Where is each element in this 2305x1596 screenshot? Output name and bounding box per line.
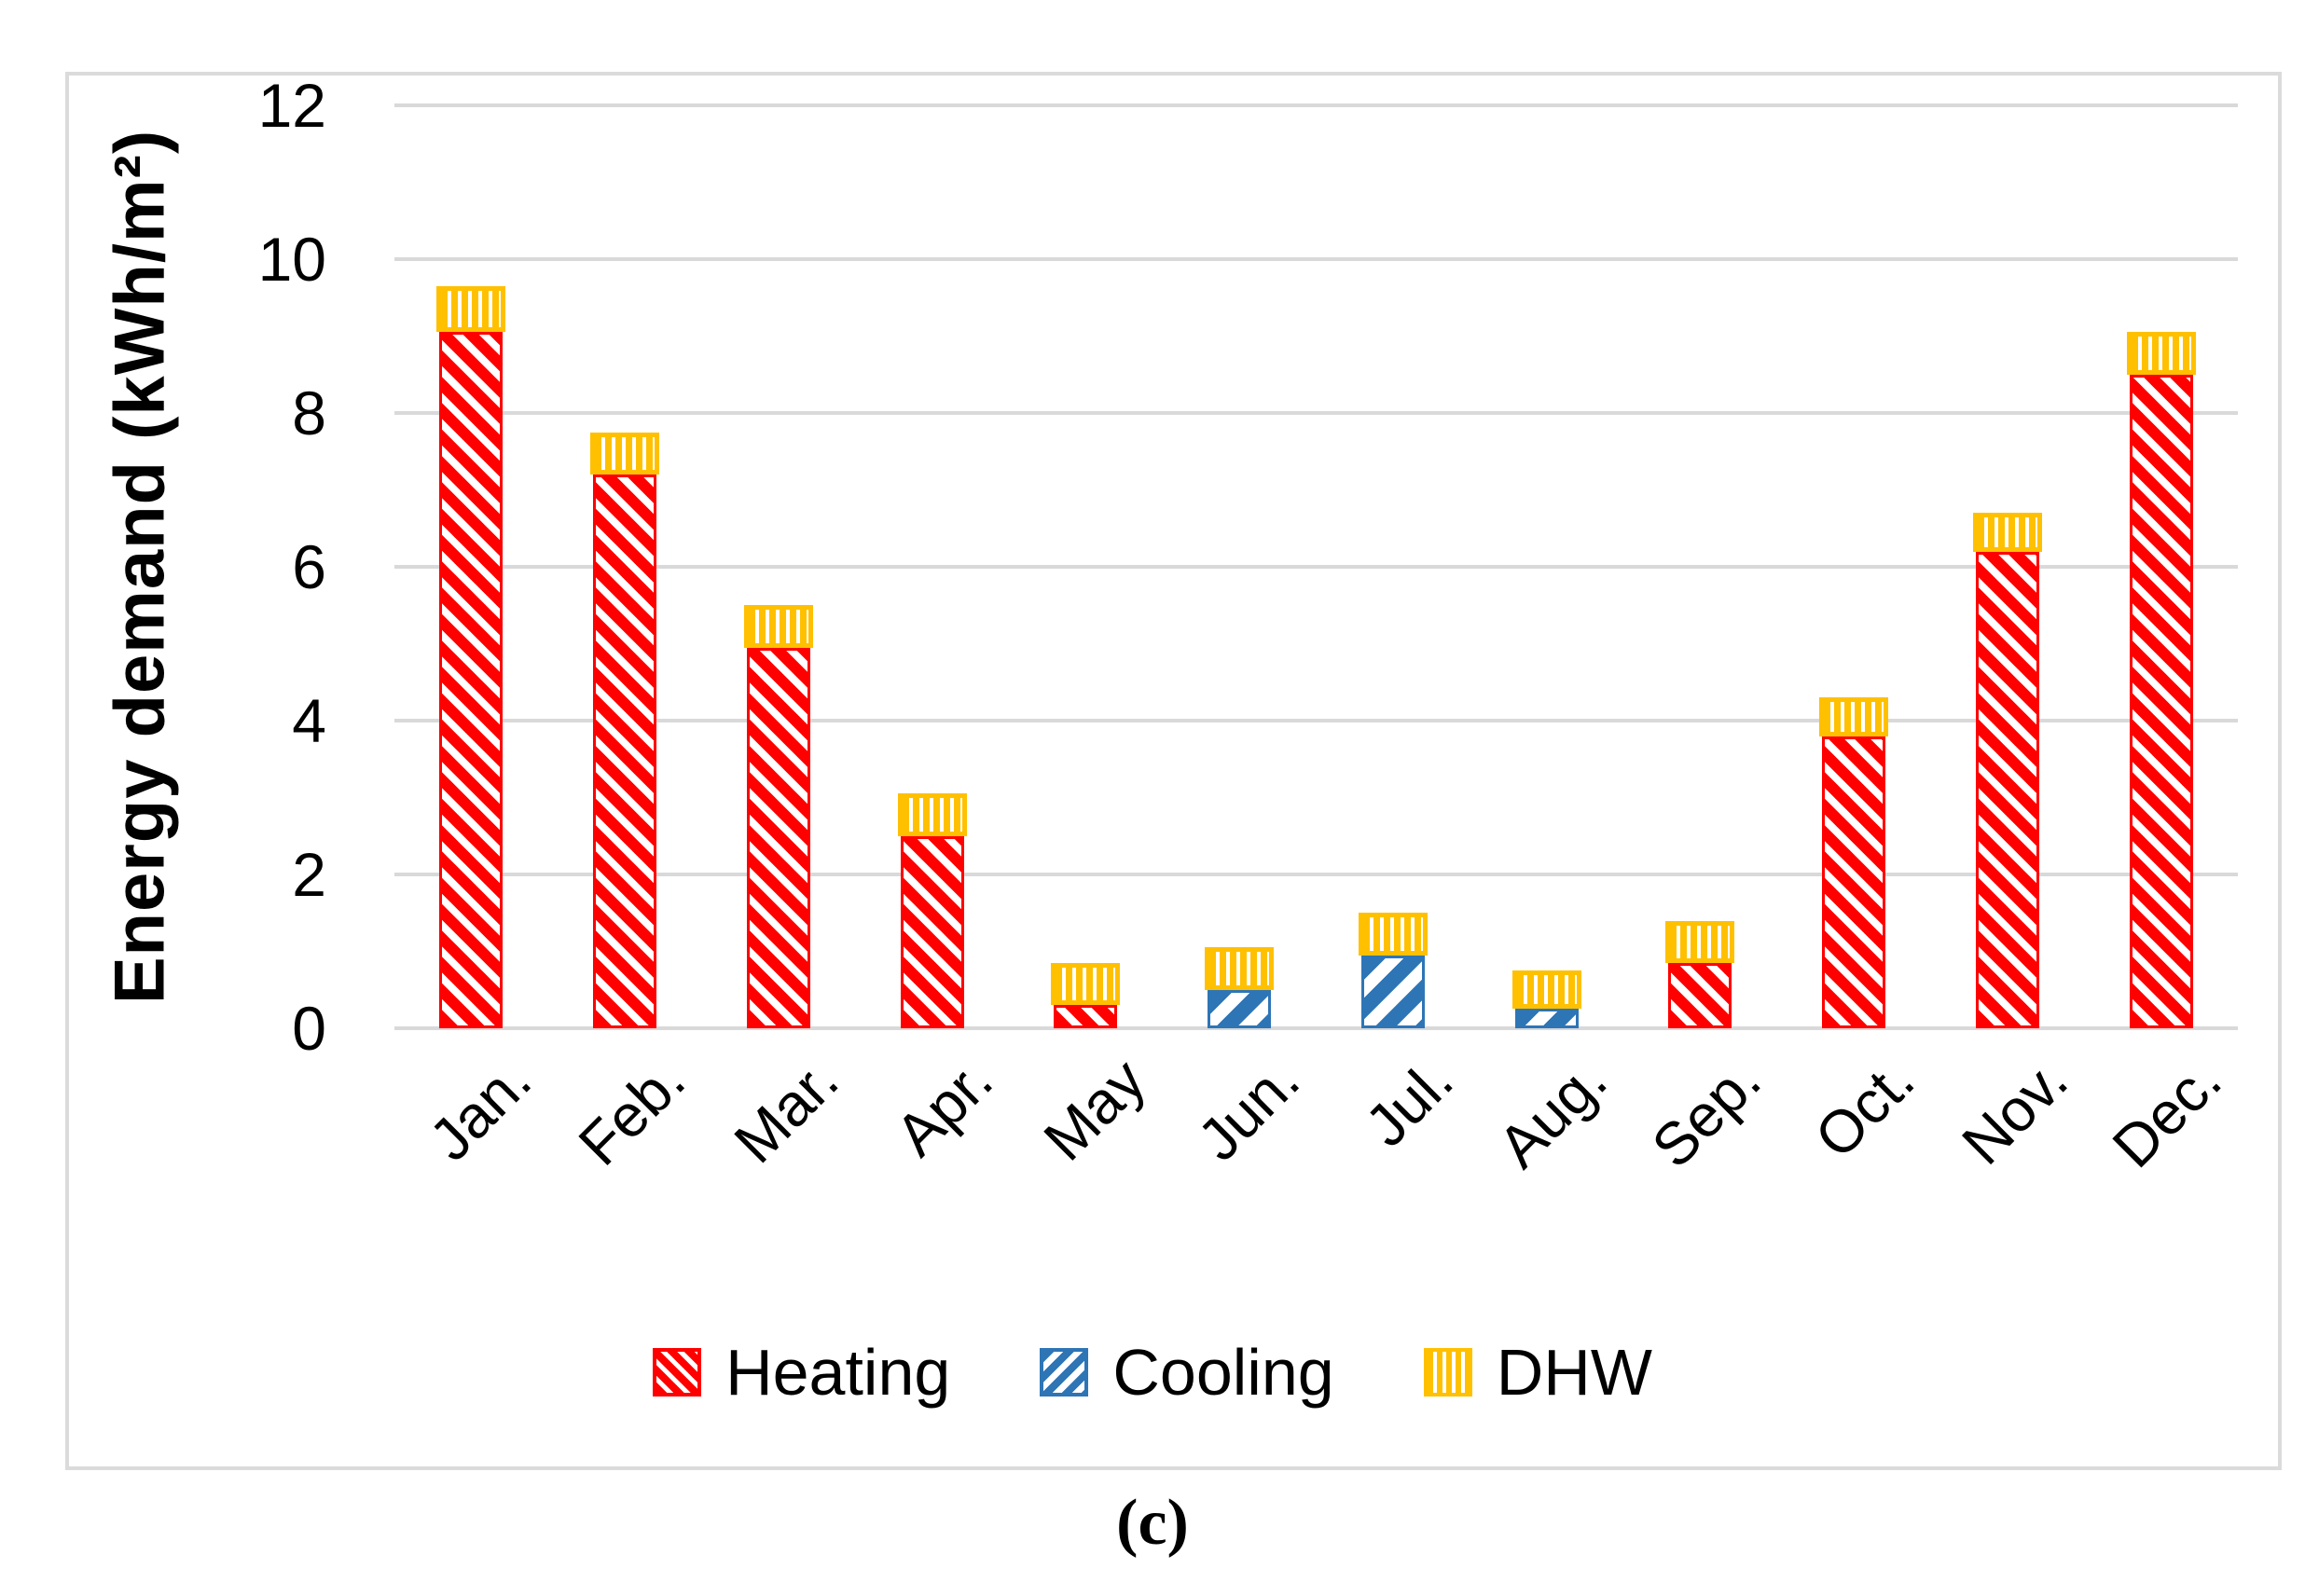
bar-column-Dec [2084,105,2238,1028]
bar-segment-cooling-Aug [1514,1009,1579,1028]
bar-stack-Jan [436,285,506,1028]
bar-column-Oct [1777,105,1931,1028]
dhw-swatch-icon [1423,1348,1472,1396]
bar-segment-dhw-Nov [1972,513,2042,552]
legend-item-cooling: Cooling [1040,1335,1334,1410]
bar-column-May [1009,105,1163,1028]
bar-segment-cooling-Jun [1208,989,1272,1028]
bar-segment-dhw-Dec [2126,332,2196,375]
gridline-y8 [394,411,2238,415]
bar-segment-dhw-Sep [1665,920,1735,963]
bar-stack-Dec [2126,332,2196,1028]
y-tick-label-4: 4 [292,686,326,755]
y-tick-label-10: 10 [257,225,326,294]
bar-segment-dhw-Aug [1511,970,1581,1010]
bar-segment-dhw-Jun [1205,947,1275,990]
gridline-y6 [394,565,2238,569]
bar-segment-dhw-Mar [743,605,813,648]
bar-segment-dhw-May [1051,962,1121,1006]
bar-column-Mar [702,105,856,1028]
y-tick-label-0: 0 [292,994,326,1063]
bar-column-Aug [1470,105,1623,1028]
legend-label-cooling: Cooling [1112,1336,1334,1409]
bar-column-Sep [1623,105,1777,1028]
bar-segment-dhw-Jul [1358,913,1428,956]
cooling-swatch-icon [1040,1348,1089,1396]
bar-column-Feb [548,105,702,1028]
bar-stack-Nov [1972,513,2042,1028]
gridline-y2 [394,873,2238,876]
bar-segment-dhw-Feb [590,432,660,475]
gridline-y4 [394,719,2238,722]
figure-caption: (c) [1116,1487,1189,1559]
plot-area [394,103,2238,1030]
bar-segment-cooling-Jul [1360,955,1425,1028]
bar-segment-heating-May [1054,1005,1118,1028]
bar-stack-Aug [1511,970,1581,1028]
bar-stack-Feb [590,432,660,1028]
y-tick-label-8: 8 [292,378,326,447]
legend-label-heating: Heating [725,1336,951,1409]
bar-column-Jul [1317,105,1470,1028]
gridline-y12 [394,103,2238,107]
bar-segment-dhw-Oct [1819,697,1889,736]
y-tick-label-2: 2 [292,840,326,909]
bar-segment-heating-Oct [1822,736,1886,1028]
legend-item-heating: Heating [653,1335,950,1410]
heating-swatch-icon [653,1348,702,1396]
legend-item-dhw: DHW [1423,1335,1652,1410]
bar-stack-Sep [1665,920,1735,1028]
bar-segment-dhw-Jan [436,285,506,333]
bar-stack-Mar [743,605,813,1028]
bar-stack-Apr [897,793,967,1028]
bar-column-Jun [1163,105,1317,1028]
bar-segment-heating-Jan [439,332,504,1028]
y-tick-label-6: 6 [292,532,326,601]
bar-column-Apr [855,105,1009,1028]
bar-column-Jan [394,105,548,1028]
y-tick-label-12: 12 [257,71,326,140]
bar-stack-Jul [1358,913,1428,1028]
bar-segment-heating-Feb [593,475,657,1028]
legend-label-dhw: DHW [1496,1336,1652,1409]
bar-stack-Oct [1819,697,1889,1028]
bar-segment-heating-Nov [1975,551,2039,1028]
gridline-y0 [394,1026,2238,1030]
bar-column-Nov [1931,105,2085,1028]
gridline-y10 [394,257,2238,261]
bar-segment-heating-Dec [2129,374,2193,1028]
bar-segment-dhw-Apr [897,793,967,836]
chart-border [65,72,2282,1470]
bar-segment-heating-Sep [1668,962,1732,1028]
bar-stack-May [1051,962,1121,1028]
bar-stack-Jun [1205,947,1275,1028]
legend: Heating Cooling DHW [0,1335,2305,1410]
bar-segment-heating-Mar [746,647,810,1028]
bar-segment-heating-Apr [900,835,964,1028]
